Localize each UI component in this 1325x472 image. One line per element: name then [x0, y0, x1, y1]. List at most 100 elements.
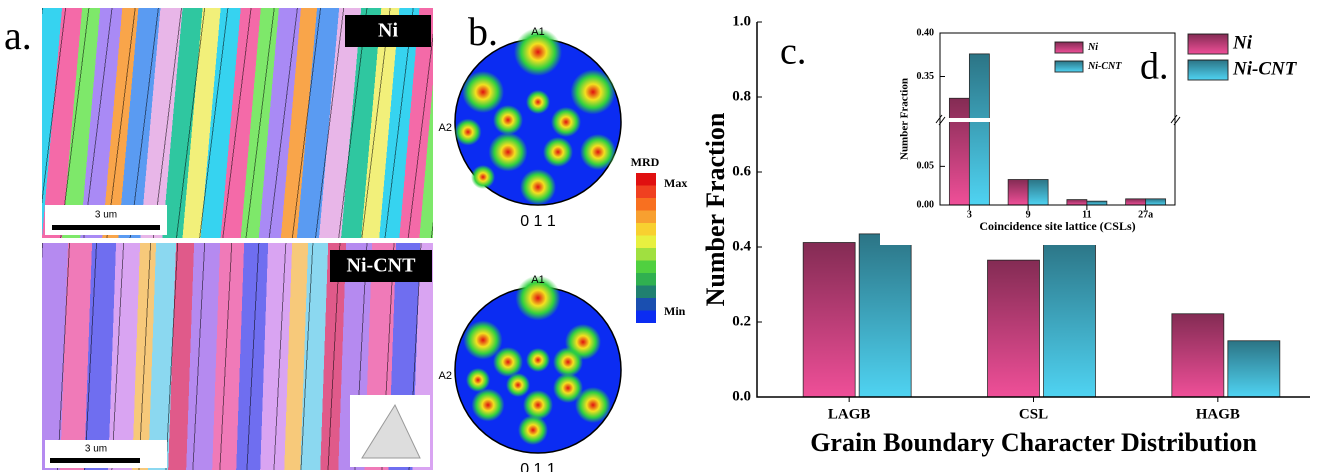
pole-intensity [553, 347, 583, 377]
pole-label: A1 [531, 274, 544, 286]
pole-intensity [526, 348, 550, 372]
legend-label: Ni [1232, 32, 1253, 53]
x-tick-label: LAGB [828, 406, 871, 422]
label-box [345, 15, 431, 47]
legend-label: Ni-CNT [1232, 58, 1298, 79]
bar-shade [1086, 201, 1107, 205]
x-tick-label: 27a [1138, 209, 1153, 220]
y-tick-label: 0.8 [732, 88, 751, 104]
legend-shade [1055, 42, 1083, 53]
pole-intensity [520, 169, 556, 205]
colorbar-step [636, 223, 656, 236]
colorbar-step [636, 198, 656, 211]
legend-label: Ni [1087, 42, 1098, 53]
pole-intensity [553, 373, 583, 403]
legend-label: Ni-CNT [1087, 61, 1122, 72]
y-tick-label: 0.00 [917, 199, 935, 210]
legend-shade [1188, 34, 1228, 54]
y-tick-label: 0.40 [917, 27, 935, 38]
y-tick-label: 0.4 [732, 238, 751, 254]
panel-label: d. [1140, 46, 1169, 88]
y-tick-label: 0.05 [917, 161, 935, 172]
pole-intensity [543, 137, 573, 167]
scale-bar-label: 3 um [85, 444, 107, 455]
bar-shade [969, 53, 990, 205]
pole-intensity [551, 107, 581, 137]
map-label: Ni-CNT [347, 255, 417, 277]
pole-intensity [526, 90, 550, 114]
pole-intensity [515, 275, 561, 321]
x-tick-label: 9 [1026, 209, 1031, 220]
bar-shade [1043, 240, 1096, 397]
map-label: Ni [378, 20, 398, 42]
x-tick-label: CSL [1019, 406, 1048, 422]
bar-shade [949, 98, 970, 205]
colorbar-step [636, 248, 656, 261]
pole-intensity [506, 373, 530, 397]
colorbar-step [636, 298, 656, 311]
x-tick-label: 3 [967, 209, 972, 220]
x-axis-label: Grain Boundary Character Distribution [810, 428, 1257, 457]
pole-label: 0 1 1 [520, 213, 556, 230]
axis-break [941, 118, 1174, 122]
pole-intensity [454, 118, 482, 146]
x-tick-label: HAGB [1196, 406, 1240, 422]
pole-intensity [471, 388, 505, 422]
bar-shade [1145, 198, 1166, 205]
label-box [330, 250, 432, 282]
legend-shade [1188, 60, 1228, 80]
pole-intensity [463, 320, 503, 360]
bar-shade [1125, 198, 1146, 205]
pole-intensity [518, 415, 548, 445]
inset-background [880, 28, 1185, 245]
pole-label: 0 1 1 [520, 461, 556, 472]
x-axis-label: Coincidence site lattice (CSLs) [979, 219, 1135, 233]
pole-intensity [570, 69, 616, 115]
pole-label: A2 [439, 370, 452, 382]
colorbar-step [636, 173, 656, 186]
panel-label: a. [4, 13, 32, 58]
pole-label: A1 [531, 26, 544, 38]
pole-intensity [493, 105, 523, 135]
panel-label: b. [468, 9, 498, 54]
bar-shade [1227, 340, 1280, 397]
y-tick-label: 0.2 [732, 313, 751, 329]
pole-intensity [523, 390, 553, 420]
bar-shade [1008, 179, 1029, 205]
axis [939, 32, 1176, 206]
pole-intensity [580, 134, 616, 170]
scale-bar [50, 458, 140, 463]
pole-intensity [466, 368, 490, 392]
panel-label: c. [780, 31, 806, 73]
x-tick-label: 11 [1082, 209, 1091, 220]
y-tick-label: 0.6 [732, 163, 751, 179]
colorbar-step [636, 185, 656, 198]
bar-shade [987, 260, 1040, 397]
bar-shade [1066, 199, 1087, 205]
colorbar-step [636, 260, 656, 273]
ipf-triangle [361, 403, 421, 459]
pole-intensity [514, 28, 562, 76]
scale-bar [52, 225, 160, 230]
bar-shade [803, 242, 856, 397]
y-axis-label: Number Fraction [899, 78, 911, 160]
colorbar-step [636, 235, 656, 248]
colorbar-step [636, 285, 656, 298]
colorbar-step [636, 310, 656, 323]
bar-shade [1171, 313, 1224, 397]
bar-shade [859, 233, 912, 397]
y-axis-label: Number Fraction [701, 112, 730, 306]
colorbar-max: Max [664, 176, 687, 190]
colorbar-title: MRD [631, 155, 660, 169]
legend-shade [1055, 61, 1083, 72]
scale-box [45, 440, 167, 468]
pole-intensity [462, 71, 504, 113]
pole-intensity [471, 165, 495, 189]
y-tick-label: 0.35 [917, 71, 935, 82]
pole-intensity [575, 387, 611, 423]
pole-label: A2 [439, 122, 452, 134]
colorbar-min: Min [664, 304, 686, 318]
pole-intensity [493, 347, 523, 377]
